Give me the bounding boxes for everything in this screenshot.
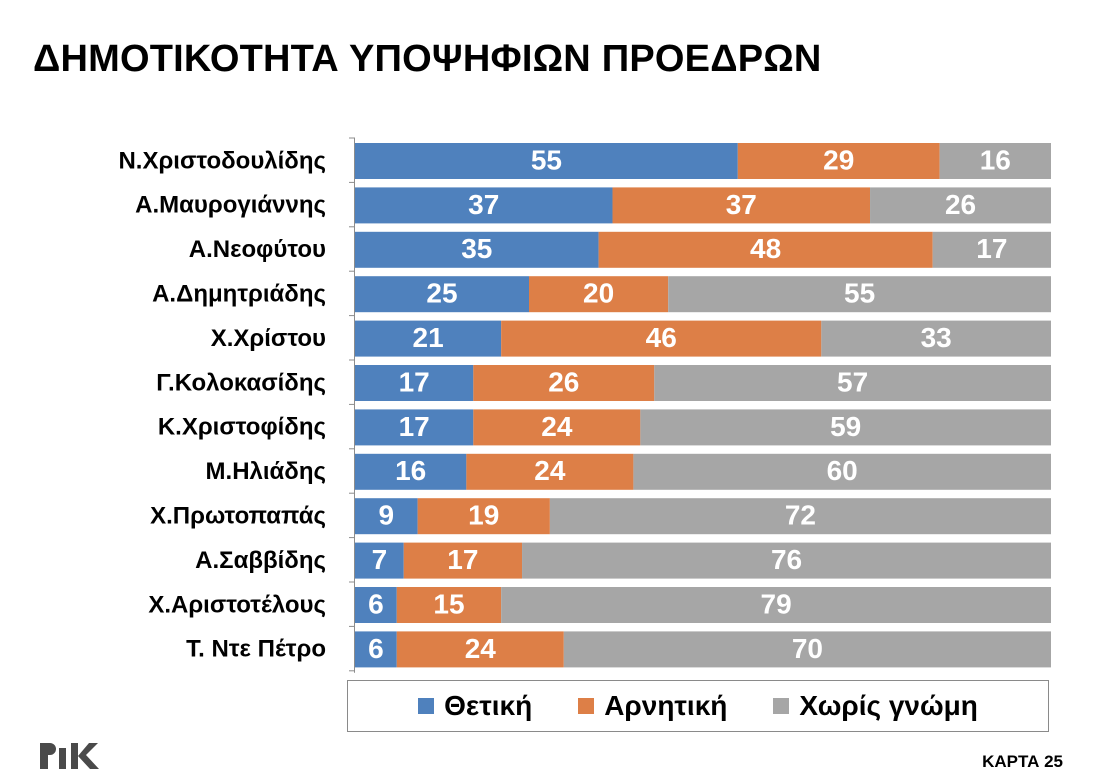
- bar-segment-negative: [417, 498, 550, 535]
- category-label: Μ.Ηλιάδης: [206, 458, 326, 485]
- bar-segment-negative: [473, 409, 641, 446]
- bar-segment-negative: [403, 542, 523, 579]
- data-label-negative: 29: [823, 144, 854, 175]
- data-label-negative: 24: [534, 455, 566, 486]
- legend-label-negative: Αρνητική: [604, 690, 728, 721]
- bar-segment-no-opinion: [932, 231, 1051, 268]
- bar-segment-negative: [466, 453, 634, 490]
- data-label-positive: 55: [531, 144, 562, 175]
- bar-segment-no-opinion: [501, 587, 1051, 623]
- data-label-positive: 7: [372, 544, 388, 575]
- bar-segment-no-opinion: [821, 320, 1051, 357]
- category-label: Χ.Πρωτοπαπάς: [150, 503, 326, 530]
- bar-segment-positive: [355, 542, 404, 579]
- legend-label-positive: Θετική: [444, 690, 533, 721]
- bar-segment-positive: [355, 187, 613, 224]
- legend-label-no-opinion: Χωρίς γνώμη: [799, 690, 978, 721]
- data-label-positive: 16: [395, 455, 426, 486]
- bar-segment-no-opinion: [870, 187, 1051, 224]
- chart-legend: Θετική Αρνητική Χωρίς γνώμη: [347, 680, 1049, 732]
- data-label-positive: 6: [368, 633, 384, 664]
- data-label-no-opinion: 17: [976, 233, 1007, 264]
- data-label-negative: 19: [468, 500, 499, 531]
- stacked-bar-chart: Ν.Χριστοδουλίδης 55 29 16 Α.Μαυρογιάννης 37 37…: [118, 137, 1051, 673]
- bar-segment-negative: [501, 320, 822, 357]
- category-label: Α.Μαυρογιάννης: [135, 192, 326, 219]
- legend-item-no-opinion: Χωρίς γνώμη: [773, 690, 978, 722]
- bar-segment-positive: [355, 143, 738, 179]
- data-label-positive: 35: [461, 233, 492, 264]
- bar-segment-positive: [355, 453, 467, 490]
- category-label: Α.Σαββίδης: [195, 547, 326, 574]
- data-label-no-opinion: 79: [761, 588, 792, 619]
- data-label-negative: 24: [541, 411, 573, 442]
- data-label-positive: 37: [468, 189, 499, 220]
- data-label-no-opinion: 55: [844, 278, 875, 309]
- data-label-positive: 9: [379, 500, 395, 531]
- data-label-no-opinion: 76: [771, 544, 802, 575]
- bar-segment-negative: [612, 187, 871, 224]
- legend-item-negative: Αρνητική: [578, 690, 727, 722]
- bar-segment-no-opinion: [668, 276, 1051, 313]
- category-label: Ν.Χριστοδουλίδης: [118, 147, 326, 174]
- data-label-negative: 37: [726, 189, 757, 220]
- bar-segment-negative: [598, 231, 933, 268]
- data-label-no-opinion: 33: [921, 322, 952, 353]
- bar-segment-no-opinion: [633, 453, 1051, 490]
- data-label-negative: 26: [548, 366, 579, 397]
- data-label-no-opinion: 60: [827, 455, 858, 486]
- bar-segment-positive: [355, 498, 418, 535]
- bar-segment-positive: [355, 231, 599, 268]
- category-label: Α.Δημητριάδης: [152, 281, 326, 308]
- bar-segment-negative: [396, 631, 564, 668]
- data-label-positive: 6: [368, 588, 384, 619]
- category-label: Τ. Ντε Πέτρο: [186, 636, 326, 663]
- chart-title: ΔΗΜΟΤΙΚΟΤΗΤΑ ΥΠΟΨΗΦΙΩΝ ΠΡΟΕΔΡΩΝ: [33, 38, 822, 80]
- data-label-positive: 17: [399, 411, 430, 442]
- data-label-no-opinion: 72: [785, 500, 816, 531]
- bar-segment-no-opinion: [654, 365, 1051, 401]
- data-label-no-opinion: 70: [792, 633, 823, 664]
- data-label-negative: 24: [465, 633, 497, 664]
- bar-segment-no-opinion: [522, 542, 1051, 579]
- bar-segment-no-opinion: [640, 409, 1051, 446]
- bar-segment-positive: [355, 365, 474, 401]
- bar-segment-positive: [355, 320, 502, 357]
- category-label: Χ.Αριστοτέλους: [148, 591, 326, 618]
- data-label-no-opinion: 26: [945, 189, 976, 220]
- data-label-positive: 25: [426, 278, 457, 309]
- rik-logo: [40, 743, 99, 769]
- bar-segment-negative: [473, 365, 655, 401]
- legend-swatch-no-opinion: [773, 698, 790, 714]
- category-label: Κ.Χριστοφίδης: [158, 414, 326, 441]
- data-label-negative: 20: [583, 278, 614, 309]
- category-label: Γ.Κολοκασίδης: [156, 369, 326, 396]
- bar-segment-no-opinion: [549, 498, 1051, 535]
- bar-segment-no-opinion: [563, 631, 1051, 668]
- bar-segment-negative: [737, 143, 940, 179]
- data-label-negative: 17: [447, 544, 478, 575]
- legend-item-positive: Θετική: [418, 690, 532, 722]
- category-label: Χ.Χρίστου: [211, 325, 326, 352]
- bar-segment-positive: [355, 409, 474, 446]
- category-label: Α.Νεοφύτου: [189, 236, 326, 263]
- data-label-negative: 46: [646, 322, 677, 353]
- data-label-negative: 48: [750, 233, 781, 264]
- bar-segment-no-opinion: [939, 143, 1051, 179]
- bar-segment-negative: [529, 276, 669, 313]
- bar-segment-positive: [355, 276, 529, 313]
- legend-swatch-positive: [418, 698, 435, 714]
- bar-segment-positive: [355, 631, 397, 668]
- data-label-negative: 15: [433, 588, 464, 619]
- data-label-positive: 17: [399, 366, 430, 397]
- card-number: ΚΑΡΤΑ 25: [982, 752, 1063, 771]
- data-label-no-opinion: 59: [830, 411, 861, 442]
- data-label-positive: 21: [413, 322, 444, 353]
- data-label-no-opinion: 16: [980, 144, 1011, 175]
- legend-swatch-negative: [578, 698, 595, 714]
- bar-segment-positive: [355, 587, 397, 623]
- data-label-no-opinion: 57: [837, 366, 868, 397]
- bar-segment-negative: [396, 587, 502, 623]
